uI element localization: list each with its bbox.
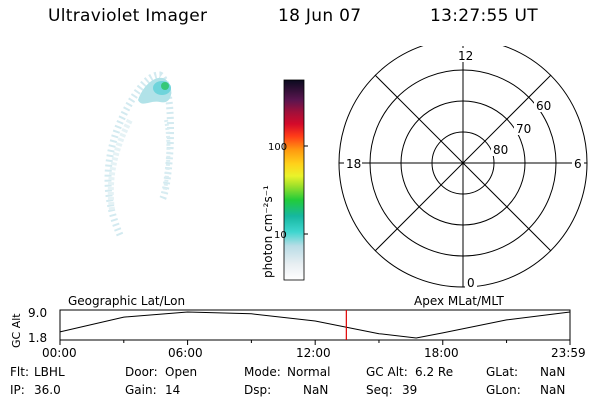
ip-value: 36.0: [34, 383, 61, 397]
dsp-label: Dsp:: [244, 383, 272, 397]
x-tick-0600: 06:00: [168, 346, 203, 360]
gc-alt-value: 6.2 Re: [415, 365, 454, 379]
glat-value: NaN: [540, 365, 566, 379]
timeline-frame: [59, 309, 571, 341]
time-label: 13:27:55 UT: [430, 6, 538, 26]
mode-label: Mode:: [244, 365, 281, 379]
seq-value: 39: [402, 383, 418, 397]
colorbar-label: photon cm⁻²s⁻¹: [261, 185, 275, 278]
lat-label-70: 70: [516, 122, 531, 136]
y-tick-bottom: 1.8: [28, 331, 47, 345]
flt-value: LBHL: [34, 365, 65, 379]
glon-value: NaN: [540, 383, 566, 397]
glon-label: GLon:: [486, 383, 521, 397]
glat-label: GLat:: [486, 365, 519, 379]
polar-grid: 12 18 6 0 60 70 80: [338, 46, 588, 290]
mlt-label-6: 6: [574, 157, 582, 171]
lat-label-80: 80: [493, 143, 508, 157]
ip-label: IP:: [10, 383, 25, 397]
flt-label: Flt:: [10, 365, 29, 379]
altitude-series-line: [59, 311, 571, 339]
door-label: Door:: [125, 365, 158, 379]
date-label: 18 Jun 07: [278, 6, 362, 26]
timeline-ylabel: GC Alt: [10, 313, 23, 348]
colorbar-tick-100: 100: [268, 142, 287, 153]
mlt-label-12: 12: [458, 49, 473, 63]
altitude-timeline-chart: GC Alt 9.0 1.8: [10, 306, 571, 348]
timeline-left-title: Geographic Lat/Lon: [68, 294, 186, 308]
y-tick-top: 9.0: [28, 306, 47, 320]
gain-label: Gain:: [125, 383, 157, 397]
seq-label: Seq:: [366, 383, 393, 397]
door-value: Open: [165, 365, 198, 379]
dsp-value: NaN: [303, 383, 329, 397]
gc-alt-label: GC Alt:: [366, 365, 408, 379]
colorbar-tick-10: 10: [274, 230, 287, 241]
x-tick-2359: 23:59: [551, 346, 586, 360]
mlt-label-0: 0: [467, 276, 475, 290]
color-bar: photon cm⁻²s⁻¹ 100 10: [261, 79, 308, 281]
x-tick-1800: 18:00: [424, 346, 459, 360]
x-tick-0000: 00:00: [42, 346, 77, 360]
instrument-title: Ultraviolet Imager: [48, 6, 208, 26]
auroral-image: [104, 71, 174, 237]
lat-label-60: 60: [536, 99, 551, 113]
timeline-right-title: Apex MLat/MLT: [414, 294, 504, 308]
gain-value: 14: [165, 383, 181, 397]
mode-value: Normal: [287, 365, 331, 379]
mlt-label-18: 18: [346, 157, 361, 171]
x-tick-1200: 12:00: [296, 346, 331, 360]
